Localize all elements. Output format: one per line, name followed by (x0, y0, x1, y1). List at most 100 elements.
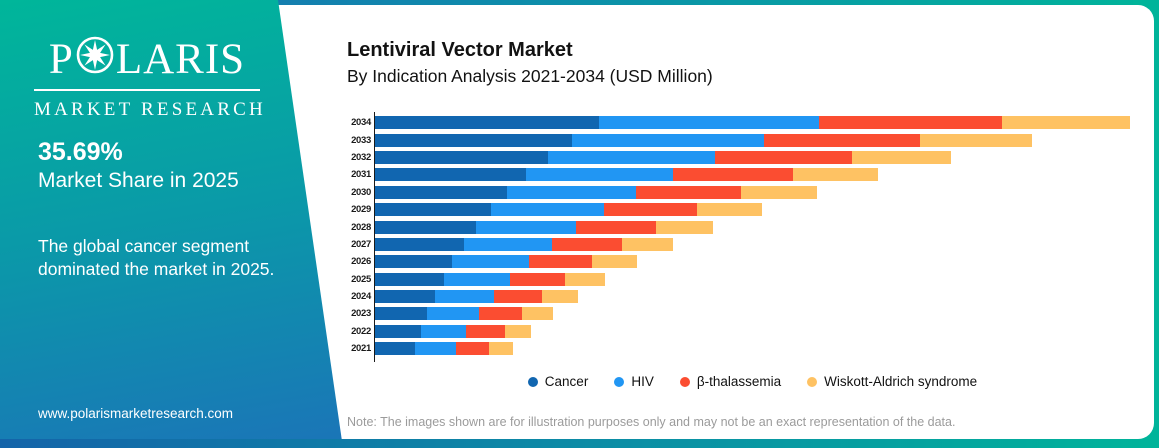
bar-segment-wiskott-aldrich-syndrome (522, 307, 553, 321)
bar-segment-beta-thalassemia (636, 185, 741, 199)
legend-item-cancer: Cancer (527, 374, 589, 389)
legend-label: HIV (631, 374, 654, 389)
brand-panel: P LARIS MARKET RESEARCH 35.69% Market Sh… (0, 0, 343, 448)
bar-segment-beta-thalassemia (510, 272, 565, 286)
chart-row-2021: 2021 (344, 340, 1130, 357)
bar-segment-cancer (375, 237, 464, 251)
bar-segment-cancer (375, 133, 572, 147)
bar-segment-beta-thalassemia (673, 168, 793, 182)
bar-segment-wiskott-aldrich-syndrome (852, 150, 951, 164)
year-label: 2023 (351, 308, 371, 320)
bar-segment-hiv (476, 220, 576, 234)
compass-star-icon (76, 36, 114, 82)
stacked-bar (375, 255, 637, 269)
year-label: 2025 (351, 273, 371, 285)
bar-segment-hiv (572, 133, 764, 147)
bar-segment-cancer (375, 116, 599, 130)
bar-segment-beta-thalassemia (494, 290, 542, 304)
legend-label: Cancer (544, 374, 589, 389)
bar-chart: 2034 2033 2032 2031 2030 2029 2028 2027 2026 2025… (344, 114, 1130, 357)
year-label: 2030 (351, 186, 371, 198)
stacked-bar (375, 150, 951, 164)
bar-segment-wiskott-aldrich-syndrome (592, 255, 637, 269)
bar-segment-beta-thalassemia (819, 116, 1002, 130)
bar-segment-cancer (375, 342, 415, 356)
bar-segment-cancer (375, 185, 507, 199)
page-subtitle: By Indication Analysis 2021-2034 (USD Mi… (347, 66, 713, 86)
bar-segment-beta-thalassemia (456, 342, 489, 356)
legend-dot-icon (614, 376, 625, 387)
bar-segment-wiskott-aldrich-syndrome (920, 133, 1032, 147)
stacked-bar (375, 307, 553, 321)
bar-segment-hiv (507, 185, 636, 199)
chart-row-2024: 2024 (344, 288, 1130, 305)
bar-segment-wiskott-aldrich-syndrome (622, 237, 673, 251)
bar-segment-wiskott-aldrich-syndrome (1002, 116, 1130, 130)
bar-segment-cancer (375, 290, 435, 304)
bar-segment-wiskott-aldrich-syndrome (656, 220, 713, 234)
year-label: 2032 (351, 151, 371, 163)
market-share-label: Market Share in 2025 (38, 169, 239, 192)
legend-item-beta-thalassemia: β-thalassemia (679, 374, 781, 389)
logo-letter-p: P (48, 35, 74, 83)
bottom-border-bar (0, 439, 1159, 448)
bar-segment-cancer (375, 255, 452, 269)
year-label: 2027 (351, 238, 371, 250)
year-label: 2031 (351, 169, 371, 181)
bar-segment-hiv (464, 237, 552, 251)
legend-dot-icon (807, 376, 818, 387)
chart-row-2031: 2031 (344, 166, 1130, 183)
stacked-bar (375, 185, 817, 199)
bar-segment-hiv (526, 168, 673, 182)
bar-segment-hiv (548, 150, 715, 164)
bar-segment-wiskott-aldrich-syndrome (489, 342, 513, 356)
chart-row-2028: 2028 (344, 218, 1130, 235)
market-share-value: 35.69% (38, 138, 123, 166)
bar-segment-wiskott-aldrich-syndrome (793, 168, 878, 182)
year-label: 2022 (351, 325, 371, 337)
bar-segment-cancer (375, 150, 548, 164)
bar-segment-hiv (427, 307, 479, 321)
bar-segment-wiskott-aldrich-syndrome (565, 272, 605, 286)
stacked-bar (375, 168, 878, 182)
year-label: 2033 (351, 134, 371, 146)
year-label: 2029 (351, 204, 371, 216)
bar-segment-cancer (375, 220, 476, 234)
chart-axis-line (374, 112, 375, 362)
chart-row-2022: 2022 (344, 323, 1130, 340)
bar-segment-hiv (421, 324, 466, 338)
website-link[interactable]: www.polarismarketresearch.com (38, 406, 234, 421)
stacked-bar (375, 203, 762, 217)
logo-divider-line (34, 89, 260, 91)
bar-segment-cancer (375, 272, 444, 286)
bar-segment-hiv (444, 272, 510, 286)
key-insight-text: The global cancer segment dominated the … (38, 236, 275, 279)
legend-item-hiv: HIV (614, 374, 654, 389)
logo-letters-laris: LARIS (115, 35, 246, 83)
bar-segment-wiskott-aldrich-syndrome (741, 185, 817, 199)
stacked-bar (375, 237, 673, 251)
year-label: 2028 (351, 221, 371, 233)
chart-row-2025: 2025 (344, 271, 1130, 288)
stacked-bar (375, 290, 578, 304)
chart-row-2029: 2029 (344, 201, 1130, 218)
bar-segment-cancer (375, 324, 421, 338)
logo-wordmark: P LARIS (34, 36, 260, 82)
disclaimer-note: Note: The images shown are for illustrat… (347, 415, 956, 429)
chart-row-2023: 2023 (344, 305, 1130, 322)
chart-legend: Cancer HIV β-thalassemia Wiskott-Aldrich sy… (375, 374, 1130, 389)
bar-segment-cancer (375, 307, 427, 321)
stacked-bar (375, 272, 605, 286)
legend-item-wiskott-aldrich-syndrome: Wiskott-Aldrich syndrome (807, 374, 977, 389)
bar-segment-beta-thalassemia (604, 203, 697, 217)
bar-segment-wiskott-aldrich-syndrome (505, 324, 531, 338)
year-label: 2034 (351, 117, 371, 129)
bar-segment-hiv (415, 342, 456, 356)
stacked-bar (375, 220, 713, 234)
bar-segment-beta-thalassemia (715, 150, 852, 164)
legend-dot-icon (527, 376, 538, 387)
bar-segment-beta-thalassemia (576, 220, 656, 234)
chart-row-2030: 2030 (344, 184, 1130, 201)
logo-subtitle: MARKET RESEARCH (34, 99, 266, 120)
bar-segment-hiv (599, 116, 819, 130)
